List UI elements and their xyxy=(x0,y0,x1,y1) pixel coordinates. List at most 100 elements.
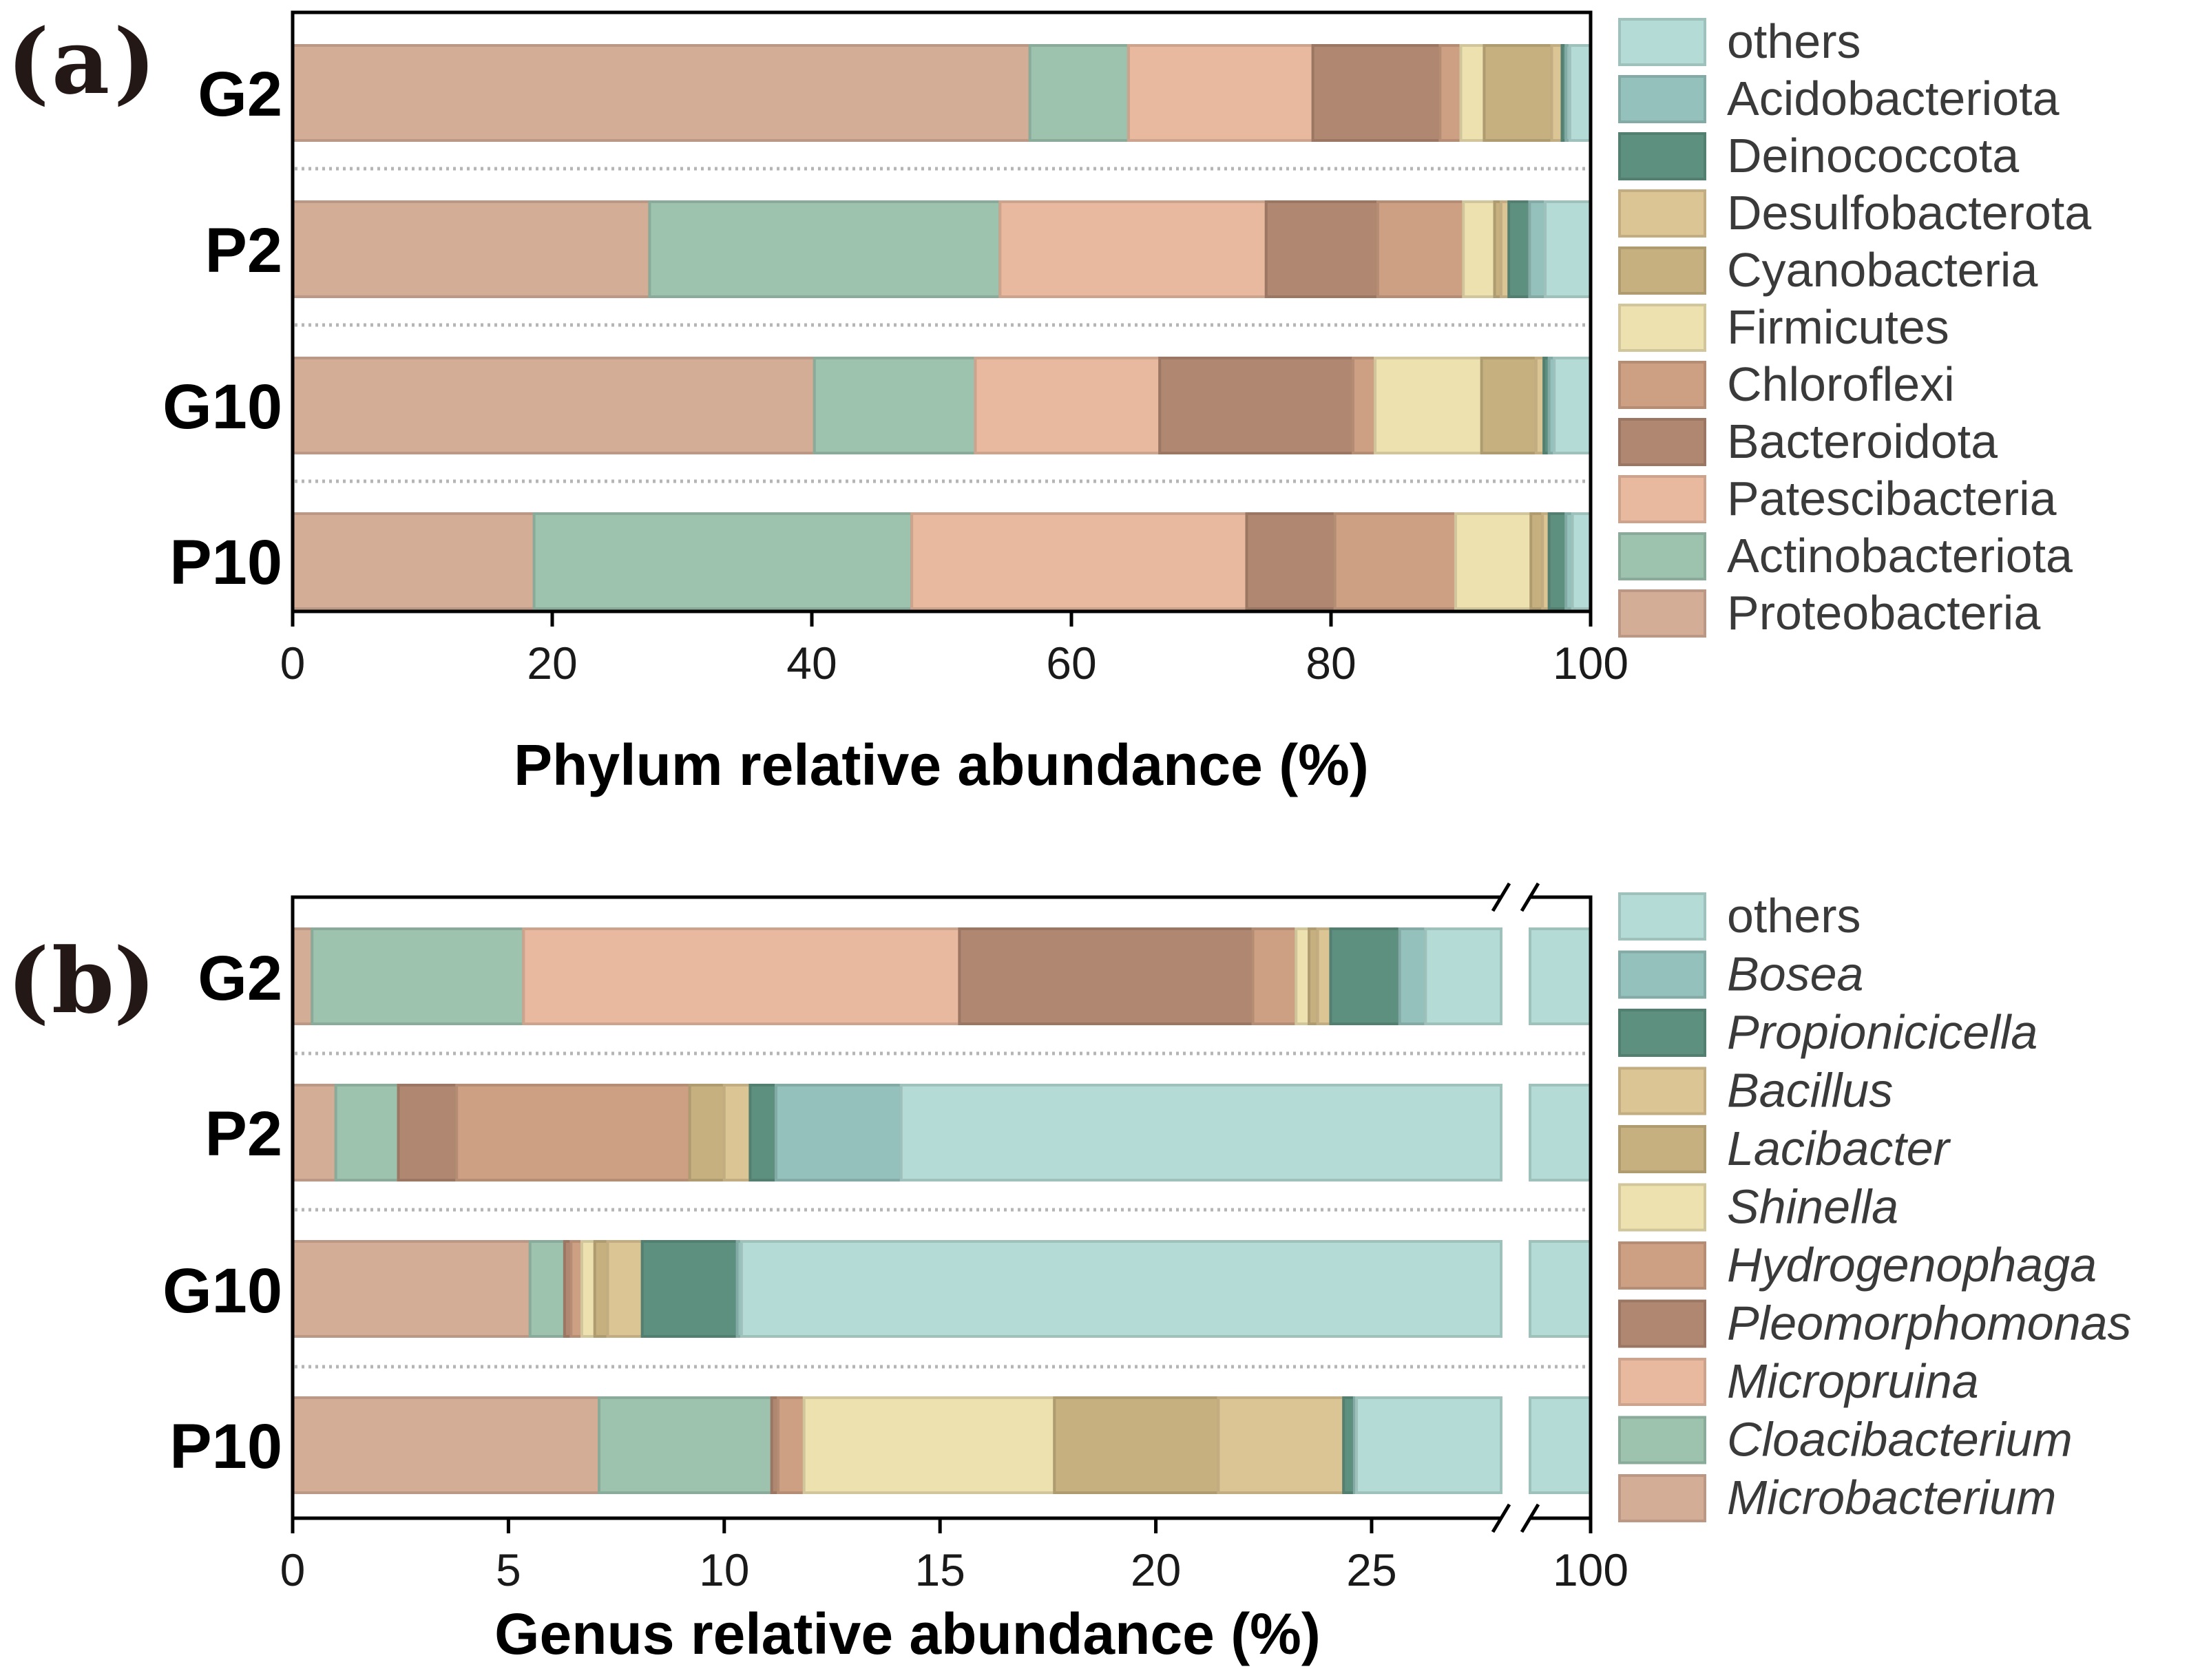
bar-b-g10-bacillus xyxy=(606,1240,644,1338)
bar-a-p2-proteobacteria xyxy=(291,200,651,298)
panel-b-paren-close: ) xyxy=(114,928,156,1033)
category-label-a-p10: P10 xyxy=(169,527,282,598)
bar-b-g2-cloacibacterium xyxy=(311,927,525,1025)
bar-b-g10-propionicicella xyxy=(640,1240,739,1338)
bar-a-g10-actinobacteriota xyxy=(813,357,977,454)
bar-a-g2-patescibacteria xyxy=(1127,44,1314,142)
legend-label-a-others: others xyxy=(1727,14,1861,68)
panel-a-bars xyxy=(291,44,1593,610)
x-tick-label-a-2: 40 xyxy=(786,638,837,689)
bar-a-g2-cyanobacteria xyxy=(1483,44,1553,142)
bar-a-p2-firmicutes xyxy=(1462,200,1496,298)
x-tick-label-a-1: 20 xyxy=(527,638,577,689)
bar-b-g2-microbacterium xyxy=(291,927,314,1025)
legend-swatch-a-firmicutes xyxy=(1618,304,1706,352)
legend-label-b-bosea: Bosea xyxy=(1727,947,1863,1001)
axis-break-mark-bottom-right xyxy=(1520,1503,1540,1533)
bar-a-g2-proteobacteria xyxy=(291,44,1031,142)
bar-a-g10-bacteroidota xyxy=(1158,357,1355,454)
legend-label-b-bacillus: Bacillus xyxy=(1727,1064,1893,1117)
axis-break-mark-top-right xyxy=(1520,882,1540,912)
legend-label-b-lacibacter: Lacibacter xyxy=(1727,1122,1951,1175)
panel-b-legend: othersBoseaPropionicicellaBacillusLaciba… xyxy=(1618,889,2132,1524)
legend-swatch-a-others xyxy=(1618,18,1706,66)
panel-a-plot-frame xyxy=(291,10,1593,613)
category-label-b-p2: P2 xyxy=(205,1099,282,1169)
legend-swatch-a-proteobacteria xyxy=(1618,589,1706,638)
x-tick-label-b-0: 0 xyxy=(280,1544,306,1595)
panel-a-x-axis-title: Phylum relative abundance (%) xyxy=(514,733,1369,797)
legend-swatch-b-shinella xyxy=(1618,1183,1706,1232)
axis-break-mark-bottom-left xyxy=(1491,1503,1511,1533)
category-label-a-g10: G10 xyxy=(163,372,282,442)
bar-a-p10-bacteroidota xyxy=(1245,512,1337,610)
bar-a-p2-deinococcota xyxy=(1507,200,1531,298)
bar-b-p10-others xyxy=(1355,1396,1502,1494)
bar-b-p2-propionicicella xyxy=(748,1084,777,1182)
bar-b-g2-micropruina xyxy=(522,927,961,1025)
bar-b-p10-others-cont xyxy=(1529,1396,1592,1494)
bar-a-p10-chloroflexi xyxy=(1333,512,1457,610)
bar-a-g10-patescibacteria xyxy=(974,357,1162,454)
legend-swatch-b-bosea xyxy=(1618,950,1706,999)
category-label-a-p2: P2 xyxy=(205,216,282,286)
legend-label-a-bacteroidota: Bacteroidota xyxy=(1727,414,1998,468)
bar-a-p2-bacteroidota xyxy=(1264,200,1379,298)
legend-label-a-deinococcota: Deinococcota xyxy=(1727,129,2019,182)
bar-b-g2-propionicicella xyxy=(1329,927,1401,1025)
x-tick-label-b-1: 5 xyxy=(496,1544,521,1595)
category-label-b-g10: G10 xyxy=(163,1256,282,1326)
bar-b-g10-shinella xyxy=(580,1240,596,1338)
panel-a-paren-open: ( xyxy=(7,9,50,114)
bar-a-g10-firmicutes xyxy=(1374,357,1483,454)
legend-label-a-cyanobacteria: Cyanobacteria xyxy=(1727,243,2037,297)
legend-label-b-microbacterium: Microbacterium xyxy=(1727,1471,2056,1524)
bar-b-p10-shinella xyxy=(802,1396,1056,1494)
legend-label-a-actinobacteriota: Actinobacteriota xyxy=(1727,529,2073,582)
bar-a-p2-others xyxy=(1544,200,1592,298)
bar-a-g10-others xyxy=(1553,357,1592,454)
bar-b-p2-pleomorphomonas xyxy=(397,1084,459,1182)
panel-b-row-separators xyxy=(295,1051,1589,1369)
bar-b-g10-cloacibacterium xyxy=(528,1240,566,1338)
bar-a-p10-others xyxy=(1571,512,1593,610)
bar-b-p10-cloacibacterium xyxy=(598,1396,773,1494)
bar-b-p2-others xyxy=(899,1084,1502,1182)
panel-a-legend: othersAcidobacteriotaDeinococcotaDesulfo… xyxy=(1618,14,2091,640)
x-tick-label-b-5: 25 xyxy=(1346,1544,1396,1595)
legend-swatch-b-hydrogenophaga xyxy=(1618,1241,1706,1290)
bar-a-g2-desulfobacterota xyxy=(1550,44,1564,142)
bar-a-p2-acidobacteriota xyxy=(1528,200,1547,298)
legend-label-a-acidobacteriota: Acidobacteriota xyxy=(1727,72,2060,125)
x-tick-label-a-4: 80 xyxy=(1306,638,1356,689)
bar-a-g2-bacteroidota xyxy=(1311,44,1442,142)
legend-swatch-a-bacteroidota xyxy=(1618,418,1706,466)
bar-b-p2-hydrogenophaga xyxy=(455,1084,691,1182)
bar-a-p10-cyanobacteria xyxy=(1529,512,1544,610)
bar-b-p2-others-cont xyxy=(1529,1084,1592,1182)
bar-a-g2-others xyxy=(1568,44,1593,142)
legend-swatch-b-lacibacter xyxy=(1618,1125,1706,1173)
legend-label-b-hydrogenophaga: Hydrogenophaga xyxy=(1727,1238,2097,1292)
axis-break-marks xyxy=(1491,882,1540,1533)
panel-b-plot-frame xyxy=(291,895,1593,1520)
legend-label-a-proteobacteria: Proteobacteria xyxy=(1727,586,2040,640)
bar-b-g2-hydrogenophaga xyxy=(1251,927,1298,1025)
panel-a-paren-close: ) xyxy=(114,9,156,114)
bar-b-p10-hydrogenophaga xyxy=(777,1396,806,1494)
bar-b-g2-others xyxy=(1424,927,1502,1025)
bar-a-p10-patescibacteria xyxy=(910,512,1248,610)
bar-b-g10-lacibacter xyxy=(593,1240,609,1338)
legend-swatch-b-cloacibacterium xyxy=(1618,1416,1706,1464)
bar-a-p10-deinococcota xyxy=(1547,512,1568,610)
legend-label-a-chloroflexi: Chloroflexi xyxy=(1727,357,1955,411)
bar-a-p2-patescibacteria xyxy=(998,200,1268,298)
legend-swatch-a-acidobacteriota xyxy=(1618,75,1706,123)
panel-b-x-axis-title: Genus relative abundance (%) xyxy=(494,1602,1321,1666)
x-tick-label-a-0: 0 xyxy=(280,638,306,689)
bar-a-p2-actinobacteriota xyxy=(648,200,1002,298)
category-label-b-g2: G2 xyxy=(198,943,282,1014)
legend-label-b-propionicicella: Propionicicella xyxy=(1727,1005,2037,1059)
legend-swatch-b-microbacterium xyxy=(1618,1474,1706,1522)
